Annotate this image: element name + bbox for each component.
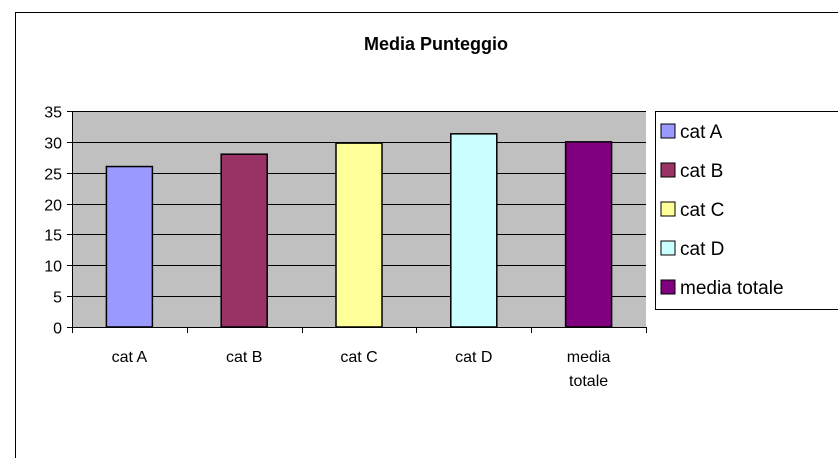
bar [564,141,613,328]
legend-label: cat C [680,200,724,221]
y-tick-label: 5 [53,290,62,307]
legend-label: cat D [680,239,724,260]
x-tick-label: cat D [455,349,492,366]
legend-box [655,111,838,310]
legend-swatch [660,123,676,139]
y-tick-label: 35 [44,105,62,122]
y-tick-label: 20 [44,198,62,215]
x-tick-label: cat A [112,349,148,366]
y-tick-label: 30 [44,136,62,153]
y-tick-label: 25 [44,167,62,184]
bar [450,133,498,328]
legend-label: cat A [680,122,723,143]
x-tick-label: media [567,349,611,366]
x-axis: cat A cat B cat C cat D media totale [72,327,647,390]
y-tick-label: 10 [44,259,62,276]
y-axis: 0 5 10 15 20 25 30 35 [44,105,73,338]
x-tick-label: cat B [226,349,262,366]
legend: cat A cat B cat C cat D media totale [655,111,838,310]
legend-swatch [660,240,676,256]
legend-label: cat B [680,161,723,182]
bar [220,153,268,328]
legend-swatch [660,162,676,178]
chart-title: Media Punteggio [364,34,508,54]
x-tick-label: totale [569,373,608,390]
x-tick-label: cat C [340,349,377,366]
bar [105,165,154,328]
y-tick-label: 15 [44,228,62,245]
bar [335,142,383,328]
legend-swatch [660,201,676,217]
legend-swatch [660,279,676,295]
legend-label: media totale [680,278,784,299]
bars [105,133,613,328]
y-tick-label: 0 [53,321,62,338]
